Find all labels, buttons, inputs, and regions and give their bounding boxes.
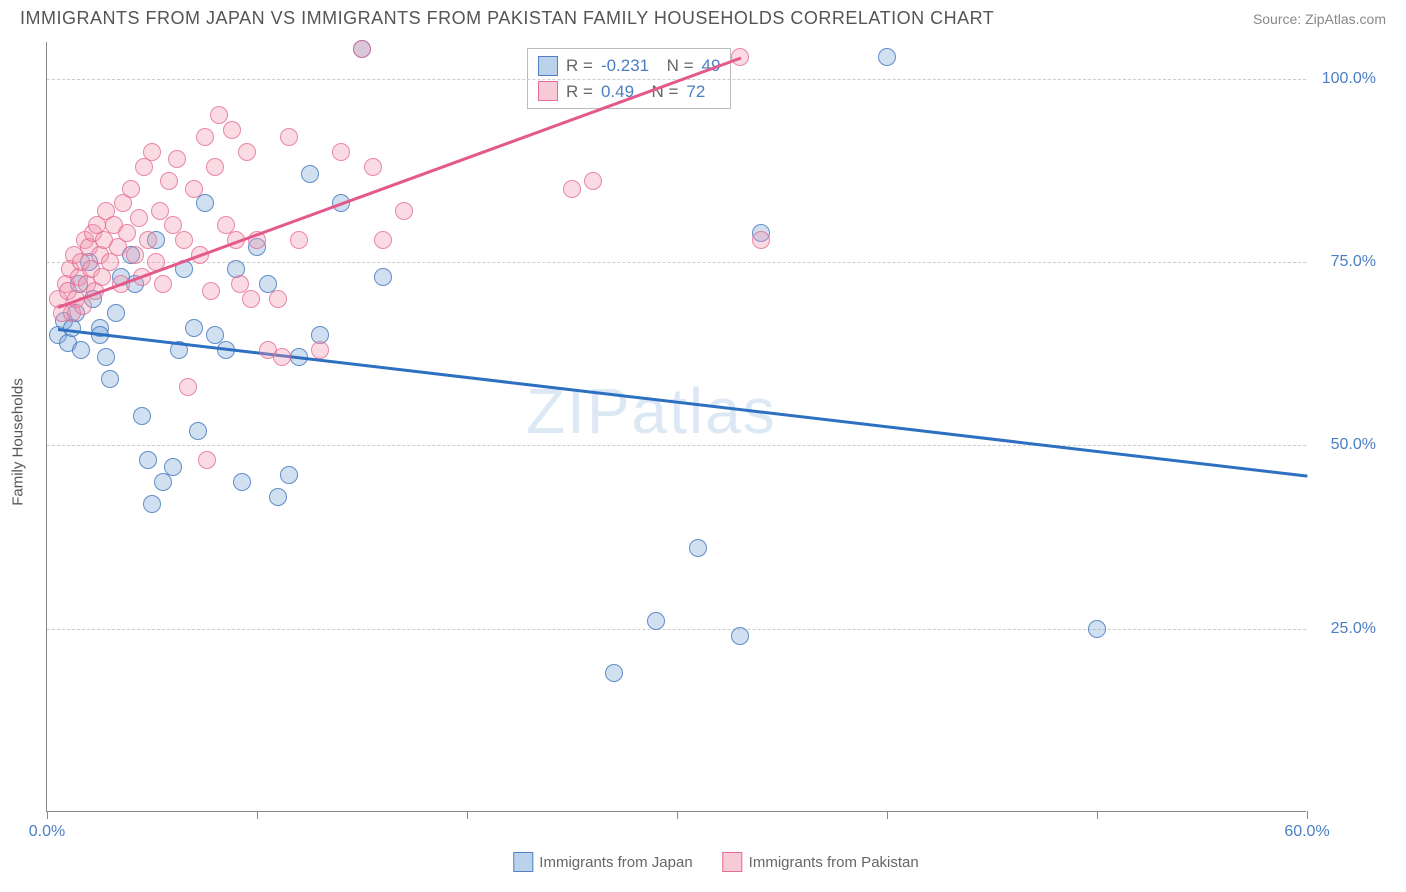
xtick <box>1307 811 1308 819</box>
scatter-point <box>143 495 161 513</box>
scatter-point <box>1088 620 1106 638</box>
xtick <box>677 811 678 819</box>
scatter-point <box>353 40 371 58</box>
scatter-point <box>175 231 193 249</box>
header-bar: IMMIGRANTS FROM JAPAN VS IMMIGRANTS FROM… <box>0 0 1406 29</box>
series-legend: Immigrants from Japan Immigrants from Pa… <box>513 852 918 872</box>
legend-label-pakistan: Immigrants from Pakistan <box>749 854 919 871</box>
scatter-point <box>164 458 182 476</box>
swatch-pink-icon <box>723 852 743 872</box>
scatter-point <box>301 165 319 183</box>
scatter-point <box>395 202 413 220</box>
scatter-point <box>374 268 392 286</box>
swatch-pink-icon <box>538 81 558 101</box>
scatter-point <box>196 128 214 146</box>
scatter-point <box>179 378 197 396</box>
scatter-point <box>189 422 207 440</box>
scatter-point <box>242 290 260 308</box>
scatter-point <box>233 473 251 491</box>
chart-container: Family Households ZIPatlas R = -0.231 N … <box>46 42 1386 842</box>
ytick-label: 50.0% <box>1331 436 1376 454</box>
scatter-point <box>752 231 770 249</box>
scatter-point <box>151 202 169 220</box>
scatter-point <box>126 246 144 264</box>
scatter-point <box>72 341 90 359</box>
legend-item-japan: Immigrants from Japan <box>513 852 692 872</box>
xtick-label: 0.0% <box>29 823 65 841</box>
scatter-point <box>139 231 157 249</box>
scatter-point <box>160 172 178 190</box>
scatter-point <box>731 627 749 645</box>
stat-n-pakistan: 72 <box>686 79 705 105</box>
scatter-point <box>269 488 287 506</box>
scatter-point <box>280 466 298 484</box>
scatter-point <box>878 48 896 66</box>
ytick-label: 100.0% <box>1322 70 1376 88</box>
scatter-point <box>185 319 203 337</box>
scatter-point <box>269 290 287 308</box>
gridline <box>47 445 1306 446</box>
scatter-point <box>584 172 602 190</box>
scatter-point <box>139 451 157 469</box>
xtick <box>1097 811 1098 819</box>
scatter-point <box>647 612 665 630</box>
xtick <box>467 811 468 819</box>
scatter-point <box>374 231 392 249</box>
scatter-point <box>196 194 214 212</box>
scatter-point <box>223 121 241 139</box>
scatter-point <box>689 539 707 557</box>
scatter-point <box>563 180 581 198</box>
swatch-blue-icon <box>538 56 558 76</box>
xtick <box>47 811 48 819</box>
source-label: Source: ZipAtlas.com <box>1253 11 1386 27</box>
scatter-point <box>280 128 298 146</box>
plot-area: ZIPatlas R = -0.231 N = 49 R = 0.49 N = … <box>46 42 1306 812</box>
scatter-point <box>364 158 382 176</box>
xtick <box>257 811 258 819</box>
scatter-point <box>605 664 623 682</box>
ytick-label: 25.0% <box>1331 620 1376 638</box>
scatter-point <box>154 275 172 293</box>
scatter-point <box>273 348 291 366</box>
scatter-point <box>198 451 216 469</box>
scatter-point <box>118 224 136 242</box>
scatter-point <box>133 407 151 425</box>
swatch-blue-icon <box>513 852 533 872</box>
watermark: ZIPatlas <box>526 374 777 448</box>
xtick <box>887 811 888 819</box>
legend-label-japan: Immigrants from Japan <box>539 854 692 871</box>
trend-line <box>57 328 1307 477</box>
scatter-point <box>130 209 148 227</box>
stat-r-label: R = <box>566 53 593 79</box>
ytick-label: 75.0% <box>1331 253 1376 271</box>
scatter-point <box>290 231 308 249</box>
scatter-point <box>332 143 350 161</box>
stat-r-japan: -0.231 <box>601 53 649 79</box>
stats-row-pakistan: R = 0.49 N = 72 <box>538 79 720 105</box>
scatter-point <box>101 370 119 388</box>
scatter-point <box>202 282 220 300</box>
scatter-point <box>311 341 329 359</box>
scatter-point <box>206 158 224 176</box>
scatter-point <box>168 150 186 168</box>
scatter-point <box>97 348 115 366</box>
chart-title: IMMIGRANTS FROM JAPAN VS IMMIGRANTS FROM… <box>20 8 994 29</box>
gridline <box>47 629 1306 630</box>
scatter-point <box>143 143 161 161</box>
scatter-point <box>238 143 256 161</box>
legend-item-pakistan: Immigrants from Pakistan <box>723 852 919 872</box>
scatter-point <box>185 180 203 198</box>
xtick-label: 60.0% <box>1284 823 1329 841</box>
scatter-point <box>210 106 228 124</box>
scatter-point <box>122 180 140 198</box>
stat-r-label: R = <box>566 79 593 105</box>
scatter-point <box>107 304 125 322</box>
y-axis-label: Family Households <box>10 378 27 506</box>
